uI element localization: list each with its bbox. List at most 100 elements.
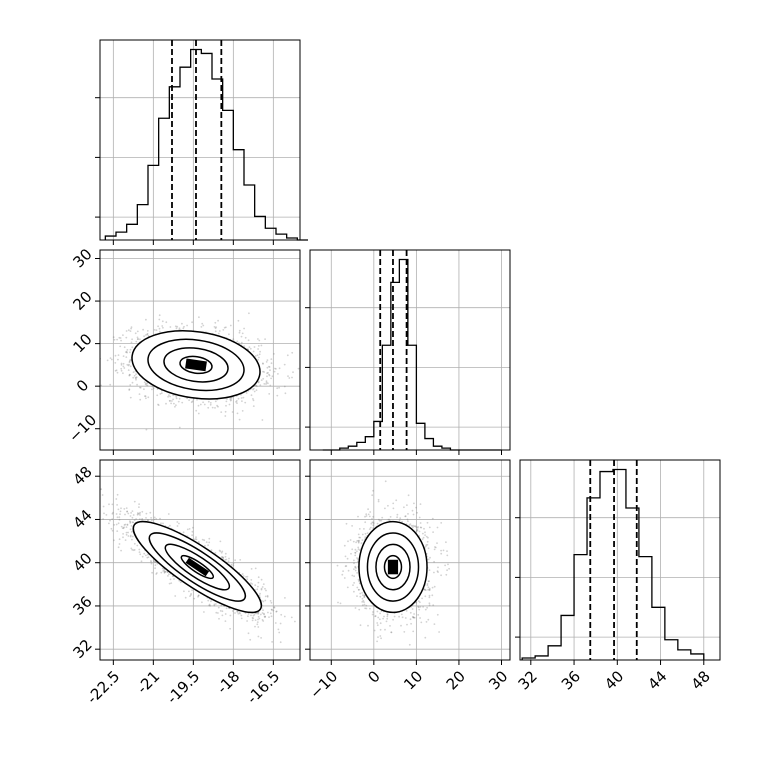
scatter-point: [203, 539, 206, 542]
scatter-point: [252, 614, 255, 617]
scatter-point: [131, 381, 134, 384]
scatter-point: [129, 359, 131, 361]
scatter-point: [130, 341, 133, 344]
scatter-point: [240, 341, 243, 344]
scatter-point: [214, 407, 216, 409]
scatter-point: [151, 385, 154, 388]
scatter-point: [197, 540, 200, 543]
scatter-point: [218, 549, 221, 552]
scatter-point: [267, 382, 269, 385]
scatter-point: [160, 571, 163, 574]
scatter-point: [144, 395, 147, 398]
scatter-point: [238, 329, 241, 332]
scatter-point: [138, 506, 140, 508]
scatter-point: [264, 616, 266, 618]
scatter-point: [184, 596, 187, 599]
scatter-point: [229, 627, 232, 630]
scatter-point: [135, 373, 137, 375]
scatter-point: [270, 377, 272, 380]
scatter-point: [221, 614, 224, 617]
scatter-point: [250, 614, 252, 617]
scatter-point: [203, 403, 206, 406]
scatter-point: [132, 376, 135, 379]
scatter-point: [203, 611, 205, 613]
scatter-point: [237, 612, 240, 615]
scatter-point: [239, 559, 242, 561]
scatter-point: [125, 330, 128, 332]
scatter-point: [262, 363, 264, 365]
scatter-point: [188, 528, 191, 530]
scatter-point: [172, 394, 175, 397]
contour-line: [163, 347, 229, 383]
scatter-point: [132, 549, 135, 552]
scatter-point: [190, 401, 193, 404]
scatter-point: [129, 534, 132, 537]
scatter-point: [257, 381, 260, 383]
scatter-point: [301, 625, 303, 627]
scatter-point: [176, 525, 179, 527]
scatter-point: [130, 547, 133, 550]
scatter-point: [236, 402, 238, 404]
scatter-point: [131, 538, 133, 541]
scatter-point: [102, 518, 104, 520]
scatter-point: [154, 567, 157, 570]
scatter-point: [273, 606, 276, 609]
scatter-point: [271, 375, 274, 378]
scatter-point: [218, 330, 221, 332]
scatter-point: [250, 582, 252, 584]
scatter-point: [278, 631, 281, 634]
scatter-point: [170, 402, 173, 405]
scatter-point: [240, 617, 243, 620]
scatter-point: [196, 398, 198, 401]
scatter-point: [131, 346, 134, 349]
scatter-point: [120, 367, 123, 370]
scatter-point: [136, 544, 139, 547]
scatter-point: [235, 400, 238, 402]
scatter-point: [269, 600, 272, 602]
scatter-point: [292, 371, 294, 374]
scatter-point: [277, 373, 279, 375]
scatter-point: [127, 535, 130, 537]
scatter-point: [273, 353, 275, 355]
scatter-point: [275, 368, 277, 370]
scatter-point: [114, 362, 117, 364]
scatter-point: [137, 512, 139, 514]
scatter-point: [208, 537, 211, 540]
scatter-point: [257, 576, 260, 579]
scatter-point: [257, 618, 259, 621]
scatter-point: [256, 385, 258, 388]
scatter-point: [127, 512, 130, 515]
scatter-point: [134, 332, 137, 335]
scatter-point: [257, 358, 259, 361]
scatter-point: [190, 594, 192, 596]
scatter-point: [234, 559, 237, 562]
scatter-point: [158, 318, 161, 321]
scatter-point: [145, 382, 147, 385]
scatter-point: [208, 541, 211, 544]
scatter-point: [224, 559, 227, 561]
scatter-point: [247, 613, 250, 615]
scatter-point: [165, 402, 167, 405]
scatter-point: [130, 531, 133, 533]
scatter-point: [237, 397, 240, 400]
scatter-point: [158, 314, 161, 317]
scatter-point: [129, 396, 132, 399]
scatter-point: [229, 614, 232, 617]
scatter-point: [246, 620, 249, 622]
scatter-point: [250, 568, 253, 570]
scatter-point: [143, 381, 146, 384]
scatter-point: [178, 426, 181, 429]
scatter-point: [121, 527, 124, 529]
scatter-point: [236, 412, 239, 415]
panel-border: [309, 249, 511, 451]
scatter-point: [140, 560, 143, 563]
scatter-point: [159, 393, 162, 395]
scatter-point: [109, 357, 112, 359]
scatter-point: [139, 514, 141, 516]
scatter-point: [93, 478, 95, 480]
scatter-point: [173, 402, 175, 405]
scatter-point: [147, 553, 149, 556]
scatter-point: [176, 521, 179, 523]
histogram-var1: [305, 249, 511, 455]
scatter-point: [264, 595, 267, 598]
